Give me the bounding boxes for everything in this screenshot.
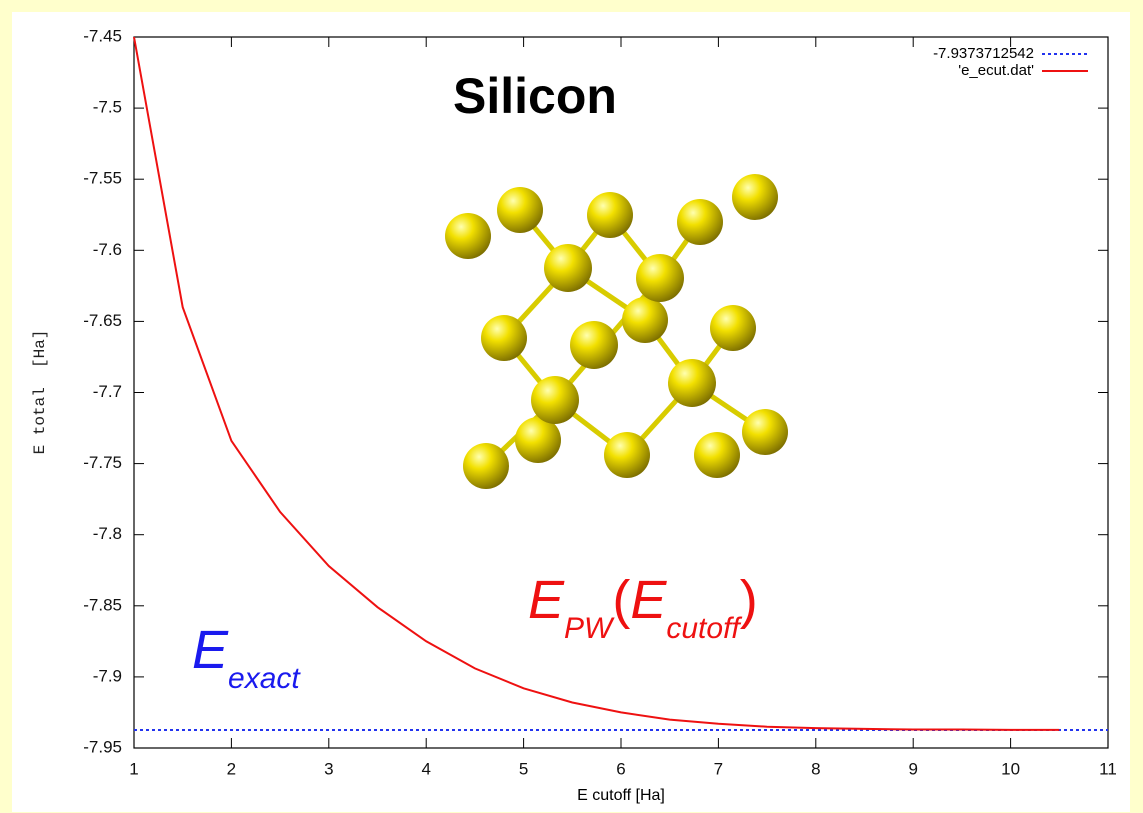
y-tick-label: -7.9 [93,666,122,685]
y-tick-label: -7.55 [83,169,122,188]
x-tick-label: 1 [129,759,138,778]
x-tick-label: 5 [519,759,528,778]
x-tick-label: 3 [324,759,333,778]
y-tick-label: -7.6 [93,240,122,259]
x-tick-label: 8 [811,759,820,778]
annotation-part: PW [564,612,615,645]
annotation-part: E [528,570,565,630]
annotation-part: cutoff [666,612,742,645]
y-tick-label: -7.85 [83,595,122,614]
y-tick-label: -7.5 [93,98,122,117]
y-tick-label: -7.8 [93,524,122,543]
chart-title: Silicon [453,68,617,124]
y-axis-label: E total [Ha] [31,330,49,455]
chart: Silicon E cutoff [Ha] E total [Ha] -7.45… [0,0,1143,813]
x-tick-label: 6 [616,759,625,778]
y-tick-label: -7.65 [83,311,122,330]
y-tick-label: -7.45 [83,26,122,45]
x-tick-label: 9 [908,759,917,778]
x-tick-label: 10 [1001,759,1020,778]
y-tick-label: -7.75 [83,453,122,472]
annotation-part: ) [740,570,758,630]
x-tick-label: 2 [227,759,236,778]
x-tick-label: 11 [1099,759,1117,778]
x-tick-label: 7 [714,759,723,778]
annotation-part: ( [612,570,630,630]
annotation-part: E [192,620,229,680]
annotation-part: E [630,570,667,630]
x-tick-label: 4 [421,759,430,778]
legend-label: -7.9373712542 [933,45,1034,62]
y-tick-label: -7.95 [83,737,122,756]
x-axis-label: E cutoff [Ha] [577,787,665,804]
legend-label: 'e_ecut.dat' [958,62,1034,79]
page: Silicon E cutoff [Ha] E total [Ha] -7.45… [0,0,1143,813]
annotation-part: exact [228,662,301,695]
y-tick-label: -7.7 [93,382,122,401]
